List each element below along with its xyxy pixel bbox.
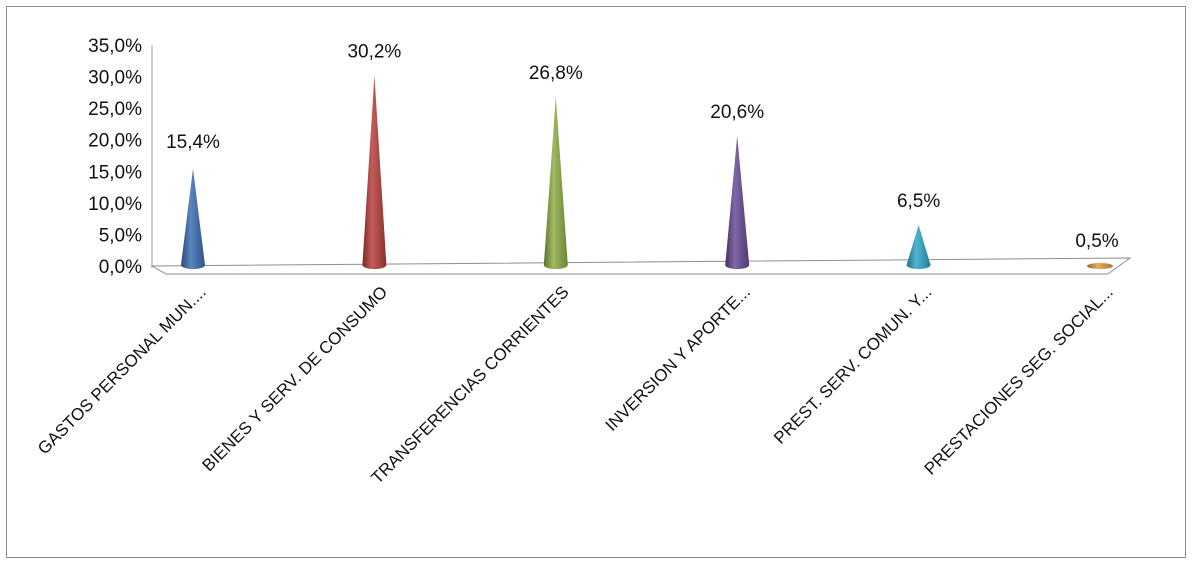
chart-marks	[181, 75, 1113, 270]
category-label: GASTOS PERSONAL MUN....	[34, 282, 210, 458]
y-tick-label: 0,0%	[99, 257, 142, 278]
category-label: INVERSION Y APORTE...	[602, 282, 754, 434]
cone-mark	[725, 135, 750, 269]
y-tick-label: 5,0%	[99, 225, 142, 246]
cone-mark	[181, 168, 205, 269]
y-tick-label: 15,0%	[88, 162, 142, 183]
category-label: TRANSFERENCIAS CORRIENTES	[368, 282, 573, 487]
category-label: PRESTACIONES SEG. SOCIAL...	[921, 282, 1117, 478]
data-label: 15,4%	[166, 132, 220, 153]
y-tick-label: 30,0%	[88, 68, 142, 89]
data-label: 30,2%	[347, 41, 401, 62]
cone-mark	[1087, 263, 1113, 269]
cone-mark	[362, 75, 387, 270]
chart-axes	[150, 45, 1132, 275]
y-tick-label: 35,0%	[88, 36, 142, 57]
data-label: 0,5%	[1075, 231, 1118, 252]
y-tick-label: 10,0%	[88, 194, 142, 215]
cone-mark	[906, 224, 931, 269]
data-label: 26,8%	[529, 63, 583, 84]
cone-mark	[543, 96, 568, 269]
category-label: BIENES Y SERV. DE CONSUMO	[199, 282, 392, 475]
chart-floor	[150, 257, 1132, 275]
category-label: PREST. SERV. COMUN. Y...	[770, 282, 935, 447]
chart-frame	[6, 6, 1186, 558]
data-label: 20,6%	[710, 102, 764, 123]
y-tick-label: 25,0%	[88, 99, 142, 120]
data-label: 6,5%	[897, 191, 940, 212]
y-tick-label: 20,0%	[88, 131, 142, 152]
